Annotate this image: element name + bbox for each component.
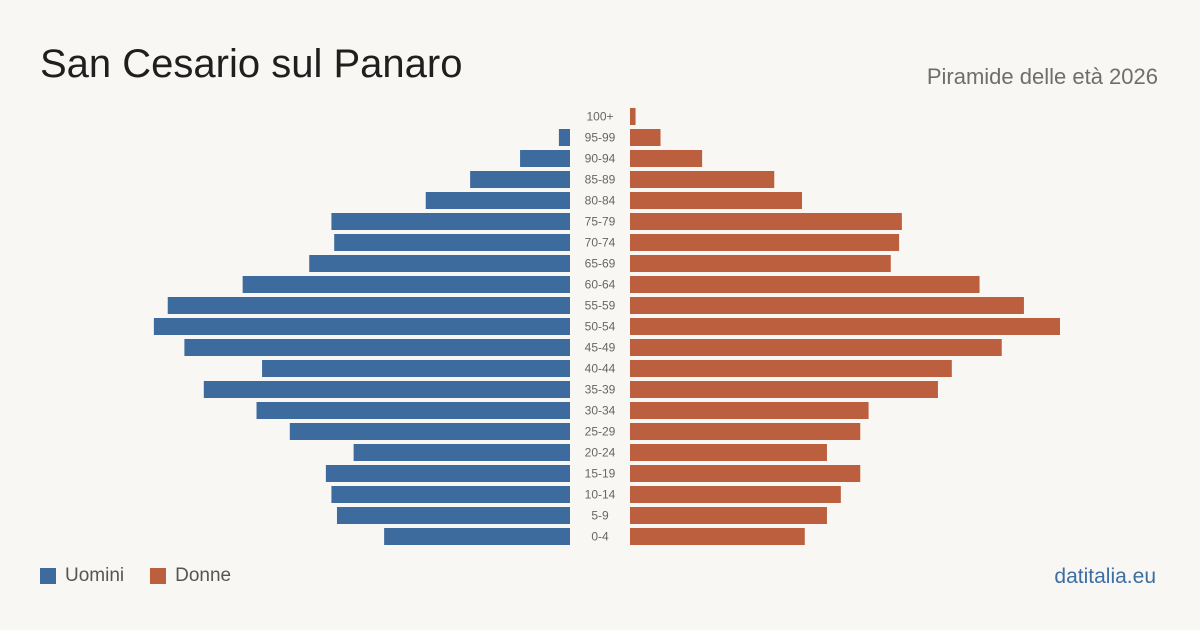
bar-women-85-89[interactable]: [630, 171, 775, 188]
age-group-label: 60-64: [585, 278, 616, 292]
age-group-label: 35-39: [585, 383, 616, 397]
age-group-label: 55-59: [585, 299, 616, 313]
age-group-label: 65-69: [585, 257, 616, 271]
bar-women-5-9[interactable]: [630, 507, 827, 524]
chart-subtitle: Piramide delle età 2026: [926, 64, 1158, 89]
bar-men-90-94[interactable]: [520, 150, 570, 167]
age-group-label: 50-54: [585, 320, 616, 334]
bar-women-90-94[interactable]: [630, 150, 703, 167]
bar-men-80-84[interactable]: [425, 192, 570, 209]
bar-women-75-79[interactable]: [630, 213, 902, 230]
age-group-label: 45-49: [585, 341, 616, 355]
bar-women-50-54[interactable]: [630, 318, 1060, 335]
bar-men-45-49[interactable]: [184, 339, 571, 356]
bar-men-30-34[interactable]: [256, 402, 570, 419]
bar-men-70-74[interactable]: [334, 234, 570, 251]
bar-women-95-99[interactable]: [630, 129, 661, 146]
bar-women-35-39[interactable]: [630, 381, 938, 398]
age-group-label: 90-94: [585, 152, 616, 166]
legend-swatch-women: [150, 568, 167, 584]
legend-label-women: Donne: [175, 565, 232, 586]
age-group-label: 10-14: [585, 488, 616, 502]
bar-women-0-4[interactable]: [630, 528, 805, 545]
bar-men-60-64[interactable]: [242, 276, 571, 293]
age-group-label: 40-44: [585, 362, 616, 376]
age-group-label: 85-89: [585, 173, 616, 187]
age-group-label: 75-79: [585, 215, 616, 229]
bar-women-30-34[interactable]: [630, 402, 869, 419]
bar-men-5-9[interactable]: [336, 507, 570, 524]
bar-men-85-89[interactable]: [470, 171, 570, 188]
age-group-label: 25-29: [585, 425, 616, 439]
age-group-label: 80-84: [585, 194, 616, 208]
legend-item-men[interactable]: Uomini: [40, 565, 124, 587]
bar-men-95-99[interactable]: [558, 129, 570, 146]
bar-men-55-59[interactable]: [167, 297, 570, 314]
bar-men-50-54[interactable]: [153, 318, 570, 335]
bar-women-80-84[interactable]: [630, 192, 802, 209]
bar-men-25-29[interactable]: [289, 423, 570, 440]
bar-women-45-49[interactable]: [630, 339, 1002, 356]
age-group-label: 0-4: [591, 530, 609, 544]
legend-label-men: Uomini: [65, 565, 125, 586]
bar-women-25-29[interactable]: [630, 423, 861, 440]
chart-legend: Uomini Donne: [40, 565, 257, 587]
age-group-label: 70-74: [585, 236, 616, 250]
bar-women-40-44[interactable]: [630, 360, 952, 377]
bar-men-15-19[interactable]: [325, 465, 570, 482]
bar-men-20-24[interactable]: [353, 444, 570, 461]
bar-men-75-79[interactable]: [331, 213, 570, 230]
age-group-label: 30-34: [585, 404, 616, 418]
bar-women-15-19[interactable]: [630, 465, 861, 482]
page-title: San Cesario sul Panaro: [40, 42, 463, 86]
bar-women-20-24[interactable]: [630, 444, 827, 461]
bar-women-100+[interactable]: [630, 108, 636, 125]
bar-women-70-74[interactable]: [630, 234, 900, 251]
age-group-label: 15-19: [585, 467, 616, 481]
bar-women-60-64[interactable]: [630, 276, 980, 293]
bar-men-35-39[interactable]: [203, 381, 570, 398]
bar-men-0-4[interactable]: [384, 528, 570, 545]
age-group-label: 100+: [586, 110, 613, 124]
bar-men-10-14[interactable]: [331, 486, 570, 503]
bar-women-55-59[interactable]: [630, 297, 1024, 314]
bar-men-65-69[interactable]: [309, 255, 570, 272]
bar-women-65-69[interactable]: [630, 255, 891, 272]
legend-swatch-men: [40, 568, 56, 584]
brand-link[interactable]: datitalia.eu: [1054, 565, 1156, 588]
age-group-label: 5-9: [591, 509, 609, 523]
age-group-label: 95-99: [585, 131, 616, 145]
bar-women-10-14[interactable]: [630, 486, 841, 503]
age-group-label: 20-24: [585, 446, 616, 460]
legend-item-women[interactable]: Donne: [150, 565, 231, 587]
bar-men-40-44[interactable]: [262, 360, 570, 377]
